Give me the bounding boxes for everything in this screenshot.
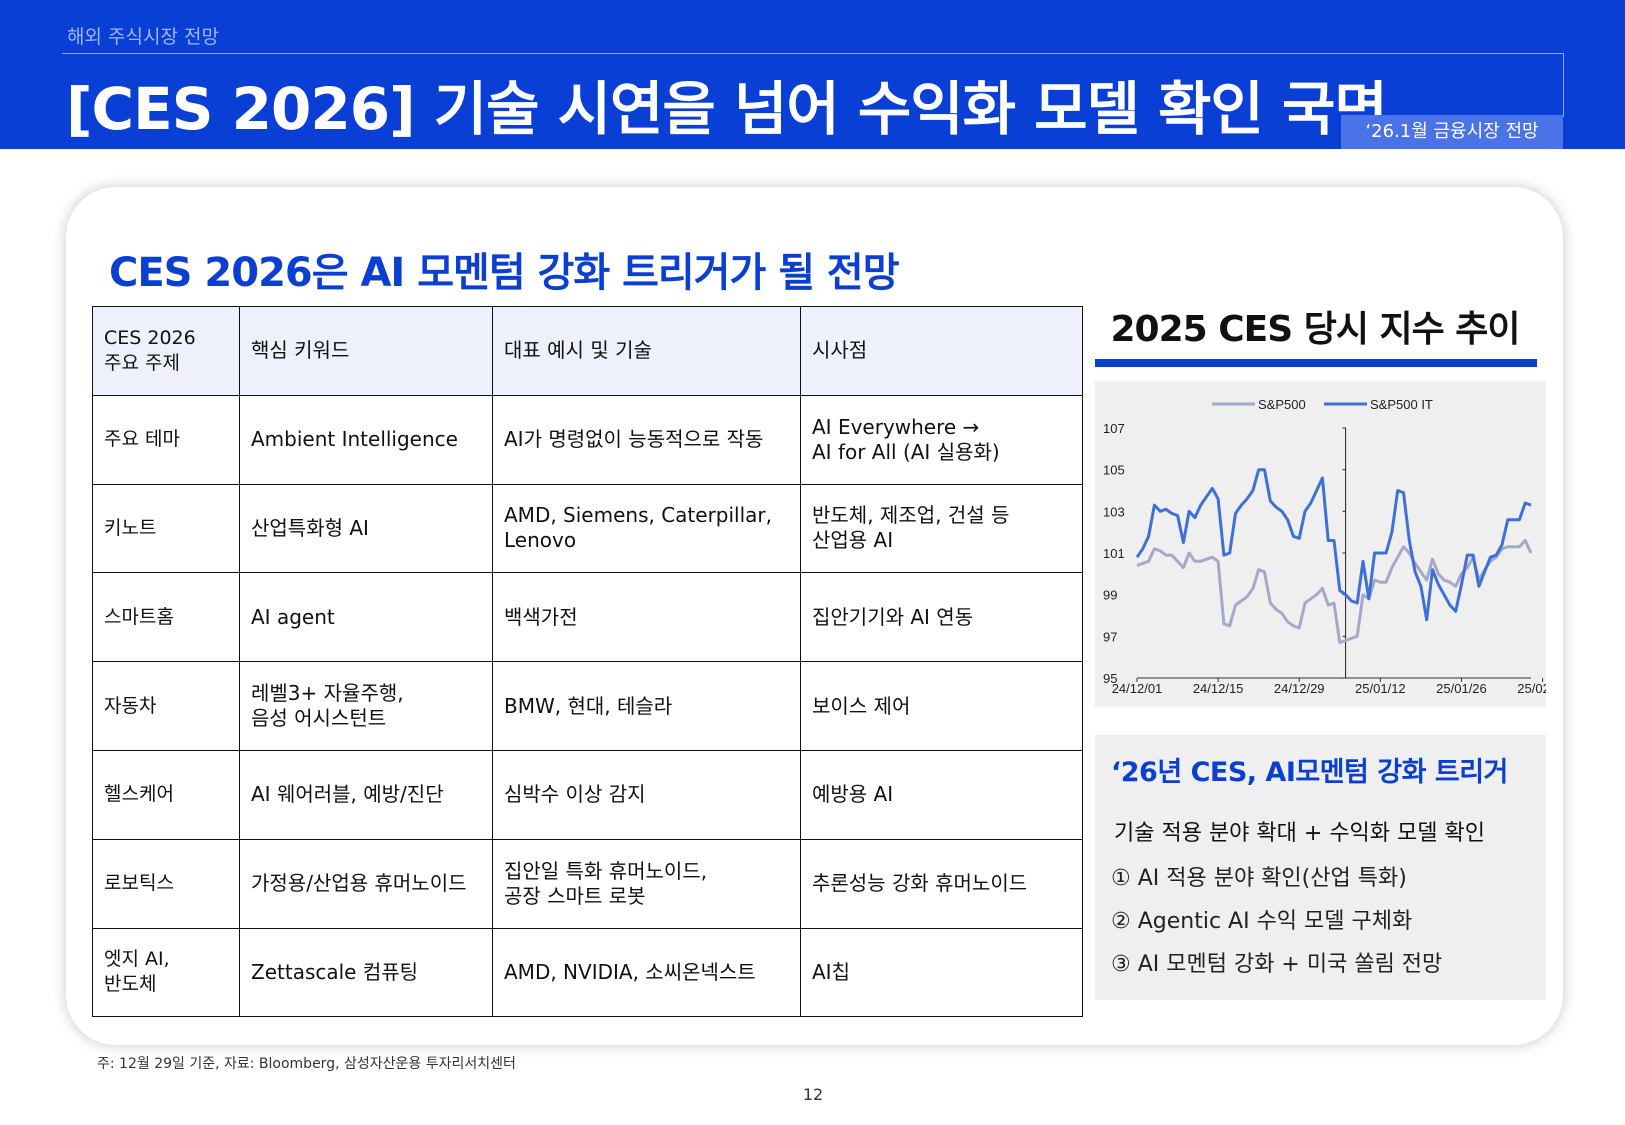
summary-item: ① AI 적용 분야 확인(산업 특화) (1111, 866, 1407, 891)
summary-item: ② Agentic AI 수익 모델 구체화 (1111, 909, 1413, 934)
table-cell: 반도체, 제조업, 건설 등 산업용 AI (800, 483, 1083, 574)
summary-item: ③ AI 모멘텀 강화 + 미국 쏠림 전망 (1111, 952, 1443, 977)
table-cell: AI칩 (800, 927, 1083, 1018)
page-header: 해외 주식시장 전망 [CES 2026] 기술 시연을 넘어 수익화 모델 확… (0, 0, 1625, 149)
table-cell: 집안기기와 AI 연동 (800, 572, 1083, 663)
table-cell: 산업특화형 AI (239, 483, 493, 574)
table-cell: 주요 테마 (92, 394, 240, 485)
legend-label: S&P500 (1258, 397, 1306, 412)
table-row: 헬스케어 AI 웨어러블, 예방/진단 심박수 이상 감지 예방용 AI (92, 749, 1083, 840)
table-cell: 자동차 (92, 661, 240, 751)
table-cell: 레벨3+ 자율주행, 음성 어시스턴트 (239, 661, 493, 751)
y-tick-label: 99 (1103, 588, 1117, 603)
table-cell: AMD, NVIDIA, 소씨온넥스트 (492, 927, 801, 1018)
legend-label: S&P500 IT (1370, 397, 1433, 412)
header-divider-vertical (1563, 53, 1564, 117)
header-divider (62, 53, 1564, 54)
table-row: 주요 테마 Ambient Intelligence AI가 명령없이 능동적으로 … (92, 394, 1083, 485)
table-cell: 심박수 이상 감지 (492, 749, 801, 840)
table-row: 자동차 레벨3+ 자율주행, 음성 어시스턴트 BMW, 현대, 테슬라 보이스 제어 (92, 661, 1083, 751)
table-cell: 보이스 제어 (800, 661, 1083, 751)
table-cell: 헬스케어 (92, 749, 240, 840)
summary-title: ‘26년 CES, AI모멘텀 강화 트리거 (1111, 757, 1508, 788)
chart-title: 2025 CES 당시 지수 추이 (1110, 309, 1521, 350)
chart-title-underline (1095, 359, 1537, 367)
table-cell: 가정용/산업용 휴머노이드 (239, 838, 493, 929)
x-tick-label: 24/12/01 (1112, 681, 1163, 696)
y-tick-label: 107 (1103, 421, 1125, 436)
x-tick-label: 25/01/12 (1355, 681, 1406, 696)
chart-canvas: 95 97 99 101 103 105 107 24/12/01 24/12/15 24/12/… (1103, 397, 1546, 696)
series-line (1135, 468, 1532, 622)
table-cell: BMW, 현대, 테슬라 (492, 661, 801, 751)
table-row: 키노트 산업특화형 AI AMD, Siemens, Caterpillar, Len… (92, 483, 1083, 574)
table-cell: AI가 명령없이 능동적으로 작동 (492, 394, 801, 485)
table-cell: 집안일 특화 휴머노이드, 공장 스마트 로봇 (492, 838, 801, 929)
table-header-cell: 시사점 (800, 306, 1083, 396)
y-tick-label: 103 (1103, 504, 1125, 519)
x-tick-label: 25/01/26 (1436, 681, 1487, 696)
index-line-chart: 95 97 99 101 103 105 107 24/12/01 24/12/15 24/12/… (1095, 381, 1546, 707)
table-cell: AMD, Siemens, Caterpillar, Lenovo (492, 483, 801, 574)
table-cell: 스마트홈 (92, 572, 240, 663)
x-tick-label: 25/02/09 (1517, 681, 1546, 696)
x-tick-label: 24/12/15 (1193, 681, 1244, 696)
table-cell: AI 웨어러블, 예방/진단 (239, 749, 493, 840)
x-tick-label: 24/12/29 (1274, 681, 1325, 696)
table-header-cell: CES 2026 주요 주제 (92, 306, 240, 396)
table-cell: 추론성능 강화 휴머노이드 (800, 838, 1083, 929)
table-row: 엣지 AI, 반도체 Zettascale 컴퓨팅 AMD, NVIDIA, 소씨온넥… (92, 927, 1083, 1018)
table-header-cell: 핵심 키워드 (239, 306, 493, 396)
table-cell: Ambient Intelligence (239, 394, 493, 485)
section-title: CES 2026은 AI 모멘텀 강화 트리거가 될 전망 (109, 250, 900, 296)
summary-box: ‘26년 CES, AI모멘텀 강화 트리거 기술 적용 분야 확대 + 수익화… (1095, 735, 1546, 1000)
table-cell: AI agent (239, 572, 493, 663)
y-tick-label: 95 (1103, 671, 1117, 686)
page-number: 12 (802, 1085, 824, 1104)
y-tick-label: 105 (1103, 463, 1125, 478)
table-cell: 키노트 (92, 483, 240, 574)
table-cell: Zettascale 컴퓨팅 (239, 927, 493, 1018)
page-title: [CES 2026] 기술 시연을 넘어 수익화 모델 확인 국면 (66, 75, 1388, 143)
table-header-row: CES 2026 주요 주제 핵심 키워드 대표 예시 및 기술 시사점 (92, 306, 1083, 396)
table-cell: 백색가전 (492, 572, 801, 663)
summary-subtitle: 기술 적용 분야 확대 + 수익화 모델 확인 (1114, 821, 1485, 846)
table-cell: 예방용 AI (800, 749, 1083, 840)
breadcrumb: 해외 주식시장 전망 (67, 26, 219, 48)
table-row: 로보틱스 가정용/산업용 휴머노이드 집안일 특화 휴머노이드, 공장 스마트 로봇 추… (92, 838, 1083, 929)
table-cell: 로보틱스 (92, 838, 240, 929)
report-badge: ‘26.1월 금융시장 전망 (1341, 115, 1563, 149)
y-tick-label: 97 (1103, 629, 1117, 644)
ces-theme-table: CES 2026 주요 주제 핵심 키워드 대표 예시 및 기술 시사점 주요 테… (92, 306, 1083, 1018)
table-row: 스마트홈 AI agent 백색가전 집안기기와 AI 연동 (92, 572, 1083, 663)
table-header-cell: 대표 예시 및 기술 (492, 306, 801, 396)
y-tick-label: 101 (1103, 546, 1125, 561)
source-footnote: 주: 12월 29일 기준, 자료: Bloomberg, 삼성자산운용 투자리… (97, 1056, 516, 1072)
table-cell: AI Everywhere → AI for All (AI 실용화) (800, 394, 1083, 485)
table-cell: 엣지 AI, 반도체 (92, 927, 240, 1018)
